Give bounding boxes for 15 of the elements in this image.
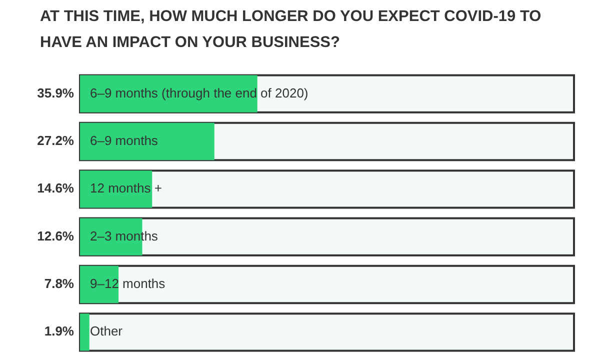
bar [80, 266, 119, 304]
bar [80, 170, 152, 208]
bar [80, 314, 90, 351]
data-label: 12.6% [37, 228, 74, 244]
chart-title: AT THIS TIME, HOW MUCH LONGER DO YOU EXPECT COVID-19 TO HAVE AN IMPACT ON YOUR BUSINESS? [40, 7, 542, 53]
y-tick-label: 9–12 months [90, 276, 166, 292]
data-label: 1.9% [44, 324, 74, 339]
data-label: 27.2% [37, 133, 74, 148]
y-tick-label: 12 months + [90, 180, 162, 196]
y-tick-label: 6–9 months [90, 133, 158, 148]
y-tick-label: Other [90, 324, 124, 339]
y-tick-label: 6–9 months (through the end of 2020) [90, 85, 308, 100]
data-label: 35.9% [37, 85, 74, 100]
data-label: 7.8% [44, 276, 74, 292]
data-label: 14.6% [37, 180, 74, 196]
